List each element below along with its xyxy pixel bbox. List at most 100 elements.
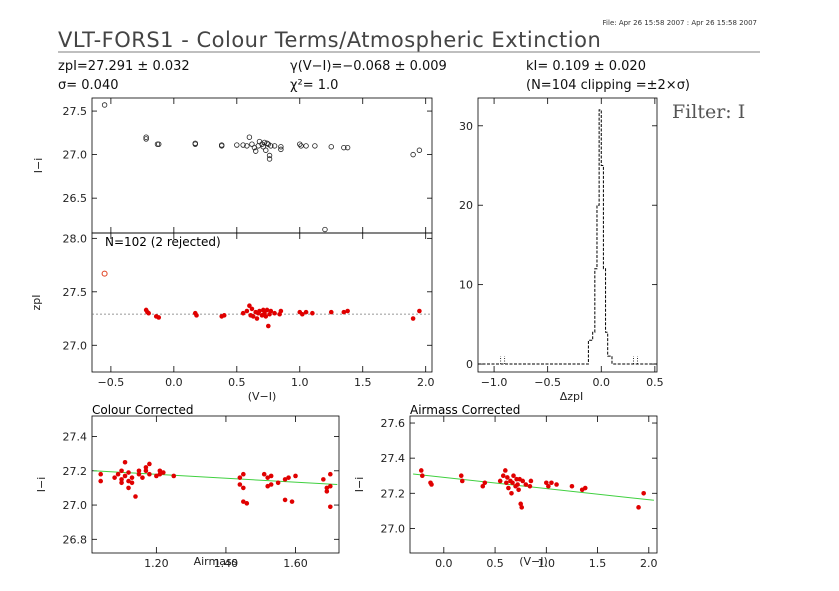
data-point — [143, 136, 149, 142]
data-point — [282, 477, 288, 482]
x-tick-label: 0.5 — [486, 557, 504, 570]
data-point — [156, 315, 162, 320]
data-point — [263, 314, 269, 319]
data-point — [237, 475, 243, 480]
y-axis-label: zpI — [30, 294, 43, 310]
data-point — [257, 308, 262, 314]
data-point — [156, 141, 162, 147]
data-point — [410, 151, 416, 158]
data-point — [154, 473, 159, 479]
data-point — [328, 144, 334, 150]
data-point — [263, 147, 269, 153]
zp-readout: zpI=27.291 ± 0.032 — [58, 59, 190, 74]
airmass-corrected-panel: 0.0 0.5 1.0 1.5 2.0 27.0 27.2 27.4 27.6 I−i (V−I) A… — [353, 403, 658, 570]
data-point — [129, 480, 135, 486]
data-point — [554, 482, 559, 487]
data-point — [322, 226, 328, 233]
rejected-point — [101, 270, 108, 277]
data-point — [136, 468, 142, 474]
data-point — [546, 483, 551, 489]
data-point — [253, 148, 259, 154]
y-tick-label: 26.8 — [63, 533, 88, 546]
data-point — [133, 494, 138, 499]
data-point — [146, 310, 151, 316]
data-point — [241, 499, 246, 504]
panel-title: Airmass Corrected — [410, 403, 520, 417]
data-point — [278, 308, 284, 314]
data-point — [266, 156, 273, 162]
data-point — [544, 480, 549, 486]
data-point — [157, 471, 163, 477]
data-point — [509, 490, 514, 496]
data-point — [582, 485, 588, 491]
data-point — [256, 138, 263, 145]
data-point — [119, 468, 124, 474]
data-point — [328, 504, 333, 510]
data-point — [271, 143, 278, 149]
histogram-outline — [478, 109, 657, 365]
data-point — [247, 303, 252, 309]
data-point — [221, 313, 227, 318]
x-tick-label: 1.0 — [291, 376, 309, 389]
data-point — [249, 141, 255, 147]
data-point — [523, 482, 529, 487]
data-point — [310, 310, 315, 316]
data-point — [321, 477, 326, 482]
data-point — [518, 501, 523, 507]
y-tick-label: 28.0 — [63, 232, 88, 245]
data-point — [505, 475, 510, 480]
y-tick-label: 27.6 — [381, 417, 406, 430]
y-tick-label: 27.5 — [63, 286, 88, 299]
data-point — [418, 468, 424, 473]
data-point — [143, 465, 149, 470]
axes-frame — [91, 415, 340, 554]
axes-frame — [409, 415, 658, 554]
x-axis-label: ΔzpI — [560, 390, 584, 403]
data-point — [416, 147, 423, 153]
data-point — [549, 480, 554, 486]
y-tick-label: 27.5 — [63, 105, 88, 118]
axes-frame — [91, 232, 433, 373]
y-tick-label: 0 — [466, 358, 473, 371]
data-point — [419, 473, 425, 479]
data-point — [328, 483, 333, 489]
clipping-readout: (N=104 clipping =±2×σ) — [526, 78, 690, 93]
data-point — [417, 308, 422, 314]
x-tick-label: −1.0 — [481, 376, 508, 389]
data-point — [500, 473, 506, 479]
data-point — [510, 480, 515, 486]
data-point — [122, 459, 128, 465]
data-point — [126, 478, 131, 484]
zeropoint-panel: −0.5 0.0 0.5 1.0 1.5 2.0 27.0 27.5 28.0 zpI (V−I) N… — [30, 232, 434, 403]
data-point — [429, 482, 434, 487]
data-point — [244, 308, 250, 314]
data-point — [244, 143, 250, 149]
x-tick-label: 0.0 — [165, 376, 183, 389]
data-point — [98, 471, 103, 477]
data-point — [480, 483, 486, 489]
data-point — [122, 473, 128, 479]
data-point — [115, 471, 121, 477]
data-point — [506, 485, 511, 491]
x-axis-label: (V−I) — [519, 555, 548, 568]
data-point — [636, 505, 641, 510]
data-point — [410, 316, 416, 321]
x-tick-label: 1.40 — [214, 557, 239, 570]
x-tick-label: 1.5 — [589, 557, 607, 570]
data-point — [241, 471, 246, 477]
data-point — [265, 475, 270, 480]
axes-frame — [91, 97, 433, 234]
data-point — [482, 480, 488, 486]
data-point — [119, 477, 124, 482]
x-tick-label: 2.0 — [417, 376, 435, 389]
data-point — [286, 475, 291, 480]
colour-corrected-panel: 1.20 1.40 1.60 26.8 27.0 27.2 27.4 I−i Airmass Co… — [35, 403, 340, 570]
data-point — [265, 323, 271, 329]
data-point — [249, 306, 255, 312]
y-tick-label: 27.2 — [381, 487, 406, 500]
y-tick-label: 27.4 — [63, 431, 88, 444]
fit-line — [413, 473, 654, 501]
data-point — [569, 483, 575, 489]
data-point — [303, 309, 309, 315]
y-axis-label: I−i — [32, 158, 45, 174]
